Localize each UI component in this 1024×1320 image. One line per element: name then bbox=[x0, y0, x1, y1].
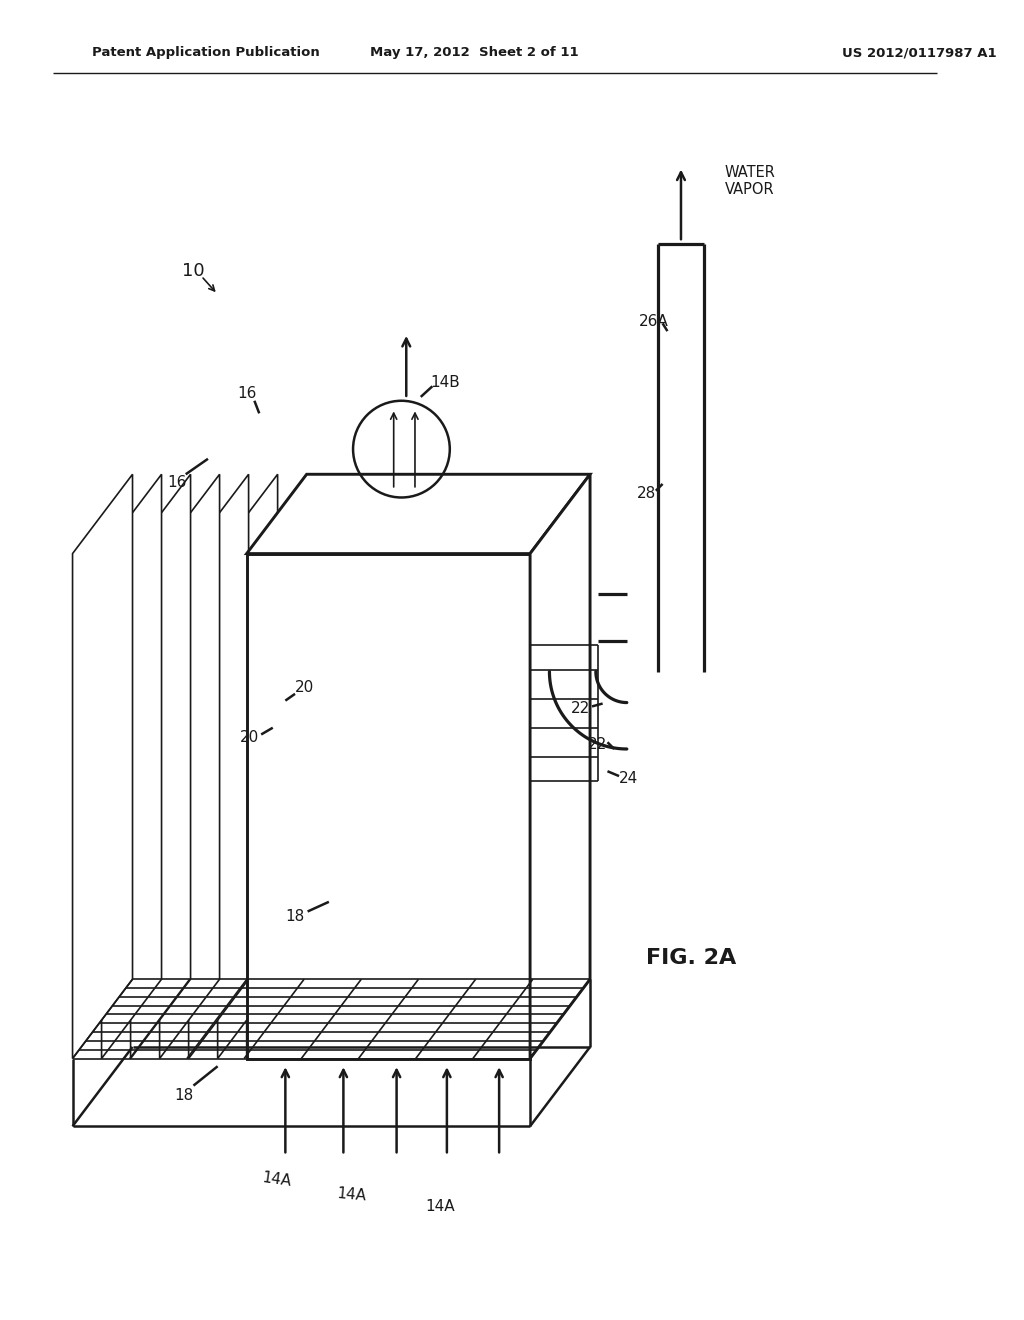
Text: 22: 22 bbox=[588, 737, 607, 751]
Text: 20: 20 bbox=[295, 680, 314, 694]
Text: 28: 28 bbox=[637, 486, 655, 502]
Polygon shape bbox=[188, 474, 249, 1059]
Text: Patent Application Publication: Patent Application Publication bbox=[92, 46, 319, 59]
Polygon shape bbox=[247, 553, 530, 1059]
Text: WATER
VAPOR: WATER VAPOR bbox=[724, 165, 775, 198]
Text: 16: 16 bbox=[237, 387, 256, 401]
Text: FIG. 2A: FIG. 2A bbox=[645, 948, 736, 968]
Polygon shape bbox=[530, 474, 590, 1059]
Polygon shape bbox=[73, 474, 132, 1059]
Text: 16: 16 bbox=[167, 475, 186, 491]
Text: 14B: 14B bbox=[430, 375, 460, 389]
Text: May 17, 2012  Sheet 2 of 11: May 17, 2012 Sheet 2 of 11 bbox=[370, 46, 579, 59]
Text: US 2012/0117987 A1: US 2012/0117987 A1 bbox=[842, 46, 996, 59]
Text: 14A: 14A bbox=[336, 1187, 367, 1204]
Text: 20: 20 bbox=[240, 730, 259, 744]
Polygon shape bbox=[131, 474, 190, 1059]
Text: 24: 24 bbox=[620, 771, 638, 785]
Text: 22: 22 bbox=[570, 701, 590, 715]
Polygon shape bbox=[101, 474, 162, 1059]
Text: 26A: 26A bbox=[639, 314, 669, 329]
Polygon shape bbox=[247, 474, 590, 553]
Text: 18: 18 bbox=[174, 1088, 194, 1102]
Text: 14A: 14A bbox=[261, 1170, 293, 1189]
Polygon shape bbox=[218, 474, 278, 1059]
Text: 18: 18 bbox=[286, 909, 305, 924]
Text: 10: 10 bbox=[182, 263, 205, 280]
Text: 14A: 14A bbox=[425, 1199, 455, 1214]
Polygon shape bbox=[247, 474, 306, 1059]
Polygon shape bbox=[160, 474, 219, 1059]
